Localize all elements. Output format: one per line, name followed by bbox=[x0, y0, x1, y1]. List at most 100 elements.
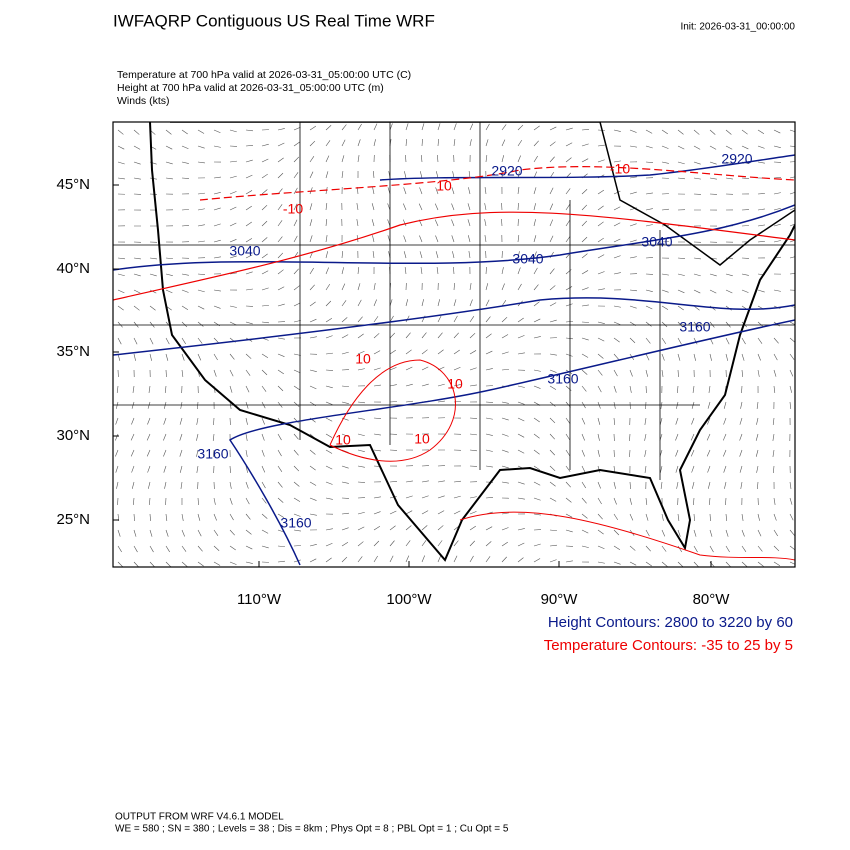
wind-barb bbox=[261, 481, 266, 489]
wind-barb bbox=[437, 139, 439, 147]
wind-barb bbox=[133, 129, 140, 135]
wind-barb bbox=[741, 273, 749, 276]
wind-barb bbox=[293, 449, 299, 456]
wind-barb bbox=[549, 497, 557, 502]
wind-barb bbox=[517, 557, 524, 563]
wind-barb bbox=[437, 480, 445, 483]
wind-barb bbox=[196, 433, 199, 441]
wind-barb bbox=[517, 187, 520, 195]
wind-barb bbox=[132, 385, 135, 393]
wind-barb bbox=[421, 480, 429, 483]
wind-barb bbox=[484, 219, 487, 227]
wind-barb bbox=[789, 401, 792, 409]
wind-barb bbox=[213, 239, 221, 243]
wind-barb bbox=[325, 300, 332, 307]
wind-barb bbox=[421, 299, 424, 307]
wind-barb bbox=[789, 321, 795, 326]
wind-barb bbox=[756, 401, 759, 409]
wind-barb bbox=[644, 433, 647, 441]
wind-barb bbox=[452, 171, 455, 179]
wind-barb bbox=[451, 187, 455, 195]
wind-barb bbox=[325, 155, 330, 163]
wind-barb bbox=[549, 417, 556, 424]
wind-barb bbox=[517, 401, 525, 405]
wind-barb bbox=[469, 449, 477, 452]
wind-barb bbox=[581, 189, 588, 195]
wind-barb bbox=[501, 334, 509, 339]
wind-barb bbox=[629, 513, 634, 521]
wind-barb bbox=[533, 417, 540, 423]
wind-barb bbox=[245, 433, 248, 441]
wind-barb bbox=[117, 145, 125, 150]
wind-barb bbox=[197, 529, 202, 537]
wind-barb bbox=[773, 369, 777, 377]
wind-barb bbox=[469, 350, 477, 355]
wind-barb bbox=[293, 235, 298, 243]
wind-barb bbox=[373, 139, 376, 147]
wind-barb bbox=[708, 497, 711, 505]
wind-barb bbox=[789, 223, 795, 227]
wind-barb bbox=[533, 155, 538, 163]
wind-barb bbox=[565, 204, 571, 211]
wind-barb bbox=[485, 155, 488, 163]
wind-barb bbox=[389, 332, 396, 339]
wind-barb bbox=[325, 317, 333, 323]
wind-barb bbox=[309, 156, 315, 163]
wind-barb bbox=[133, 513, 135, 522]
wind-barb bbox=[405, 299, 409, 307]
wind-barb bbox=[149, 257, 157, 260]
temperature-contour-label: 10 bbox=[447, 376, 463, 392]
wind-barb bbox=[179, 449, 183, 457]
wind-barb bbox=[293, 369, 301, 374]
wind-barb bbox=[757, 208, 765, 211]
wind-barb bbox=[261, 220, 268, 227]
wind-barb bbox=[309, 558, 317, 563]
wind-barb bbox=[229, 529, 235, 536]
wind-barb bbox=[533, 336, 541, 339]
wind-barb bbox=[419, 171, 423, 179]
wind-barb bbox=[404, 171, 407, 179]
wind-barb bbox=[213, 192, 221, 195]
wind-barb bbox=[357, 123, 362, 131]
wind-barb bbox=[325, 528, 333, 531]
wind-barb bbox=[165, 161, 173, 165]
wind-barb bbox=[725, 529, 729, 537]
wind-barb bbox=[675, 465, 679, 473]
wind-barb bbox=[245, 321, 253, 325]
wind-barb bbox=[757, 289, 765, 293]
wind-barb bbox=[741, 385, 743, 394]
wind-barb bbox=[709, 129, 716, 135]
wind-barb bbox=[245, 288, 253, 291]
wind-barb bbox=[692, 385, 695, 393]
wind-barb bbox=[549, 251, 554, 259]
wind-barb bbox=[773, 337, 779, 344]
wind-barb bbox=[661, 145, 669, 149]
wind-barb bbox=[661, 208, 669, 211]
wind-barb bbox=[677, 145, 685, 150]
wind-barb bbox=[645, 385, 647, 394]
wind-barb bbox=[115, 465, 119, 473]
temperature-legend: Temperature Contours: -35 to 25 by 5 bbox=[544, 637, 793, 654]
wind-barb bbox=[325, 481, 333, 485]
wind-barb bbox=[421, 555, 425, 563]
wind-barb bbox=[293, 433, 299, 440]
wind-barb bbox=[149, 497, 151, 505]
wind-barb bbox=[341, 334, 349, 339]
wind-barb bbox=[148, 385, 151, 393]
wind-barb bbox=[725, 289, 733, 294]
wind-barb bbox=[517, 267, 521, 275]
wind-barb bbox=[405, 495, 413, 499]
wind-barb bbox=[581, 158, 589, 163]
wind-barb bbox=[691, 417, 695, 425]
wind-barb bbox=[325, 171, 329, 179]
wind-barb bbox=[325, 203, 328, 211]
wind-barb bbox=[245, 159, 253, 163]
wind-barb bbox=[581, 143, 589, 147]
wind-barb bbox=[197, 224, 205, 227]
wind-barb bbox=[706, 449, 711, 457]
wind-barb bbox=[741, 353, 745, 361]
wind-barb bbox=[739, 449, 743, 457]
wind-barb bbox=[501, 401, 509, 404]
wind-barb bbox=[181, 545, 187, 552]
state-lines bbox=[113, 122, 795, 480]
